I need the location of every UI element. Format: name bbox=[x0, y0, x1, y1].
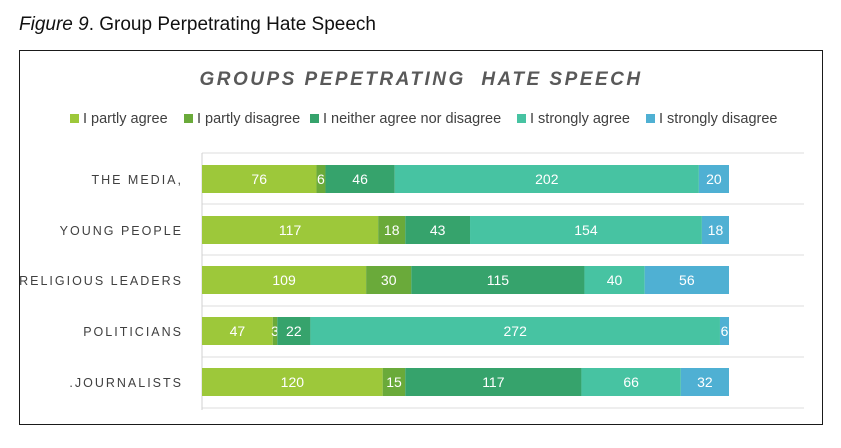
legend-label-i-partly-disagree: I partly disagree bbox=[197, 111, 300, 127]
figure-label: Figure 9 bbox=[19, 14, 89, 35]
stacked-bar-chart: GROUPS PEPETRATING HATE SPEECH I partly … bbox=[20, 69, 804, 410]
legend-swatch-i-strongly-agree bbox=[517, 114, 526, 123]
data-label-journalists-i-partly-agree: 120 bbox=[281, 374, 305, 390]
bar-young-people-i-neither-agree-nor-disagree bbox=[405, 216, 471, 244]
data-label-the-media-i-neither-agree-nor-disagree: 46 bbox=[352, 171, 368, 187]
bar-the-media-i-partly-disagree bbox=[316, 165, 326, 193]
legend-swatch-i-neither-agree-nor-disagree bbox=[310, 114, 319, 123]
bar-the-media-i-partly-agree bbox=[202, 165, 317, 193]
figure-caption-text: . Group Perpetrating Hate Speech bbox=[88, 14, 376, 35]
bar-journalists-i-strongly-disagree bbox=[680, 368, 729, 396]
category-label-religious-leaders: RELIGIOUS LEADERS bbox=[20, 274, 183, 288]
data-label-politicians-i-partly-agree: 47 bbox=[230, 323, 246, 339]
data-label-religious-leaders-i-strongly-agree: 40 bbox=[607, 272, 623, 288]
legend-swatch-i-partly-agree bbox=[70, 114, 79, 123]
bar-the-media-i-strongly-disagree bbox=[698, 165, 729, 193]
bar-politicians-i-strongly-disagree bbox=[719, 317, 729, 345]
bar-religious-leaders-i-neither-agree-nor-disagree bbox=[411, 266, 585, 294]
legend-swatch-i-strongly-disagree bbox=[646, 114, 655, 123]
bar-religious-leaders-i-partly-agree bbox=[202, 266, 367, 294]
data-label-the-media-i-strongly-agree: 202 bbox=[535, 171, 559, 187]
category-label-the-media: THE MEDIA, bbox=[91, 173, 183, 187]
category-labels: THE MEDIA, YOUNG PEOPLE RELIGIOUS LEADERS P… bbox=[20, 173, 183, 390]
data-label-young-people-i-strongly-agree: 154 bbox=[574, 222, 598, 238]
bar-religious-leaders-i-partly-disagree bbox=[366, 266, 412, 294]
data-label-young-people-i-strongly-disagree: 18 bbox=[708, 222, 724, 238]
bar-religious-leaders-i-strongly-disagree bbox=[644, 266, 729, 294]
bar-journalists-i-partly-agree bbox=[202, 368, 383, 396]
data-label-religious-leaders-i-neither-agree-nor-disagree: 115 bbox=[487, 272, 510, 288]
bar-journalists-i-strongly-agree bbox=[581, 368, 681, 396]
legend-swatch-i-partly-disagree bbox=[184, 114, 193, 123]
data-label-religious-leaders-i-partly-disagree: 30 bbox=[381, 272, 397, 288]
data-label-the-media-i-strongly-disagree: 20 bbox=[706, 171, 722, 187]
data-label-politicians-i-strongly-agree: 272 bbox=[504, 323, 528, 339]
bar-journalists-i-partly-disagree bbox=[382, 368, 406, 396]
chart-title: GROUPS PEPETRATING HATE SPEECH bbox=[199, 69, 642, 90]
data-label-politicians-i-strongly-disagree: 6 bbox=[721, 323, 729, 339]
bar-politicians-i-strongly-agree bbox=[310, 317, 720, 345]
bar-young-people-i-partly-agree bbox=[202, 216, 379, 244]
bar-young-people-i-strongly-agree bbox=[470, 216, 702, 244]
legend: I partly agree I partly disagree I neither… bbox=[70, 111, 777, 127]
legend-label-i-partly-agree: I partly agree bbox=[83, 111, 168, 127]
data-label-religious-leaders-i-partly-agree: 109 bbox=[272, 272, 296, 288]
bar-young-people-i-partly-disagree bbox=[378, 216, 406, 244]
category-label-politicians: POLITICIANS bbox=[83, 325, 183, 339]
bar-politicians-i-partly-disagree bbox=[272, 317, 278, 345]
bar-politicians-i-partly-agree bbox=[202, 317, 273, 345]
data-label-politicians-i-partly-disagree: 3 bbox=[271, 323, 279, 339]
figure-caption: Figure 9. Group Perpetrating Hate Speech bbox=[19, 14, 376, 36]
chart-frame: GROUPS PEPETRATING HATE SPEECH I partly … bbox=[19, 50, 823, 425]
bar-the-media-i-neither-agree-nor-disagree bbox=[325, 165, 395, 193]
grid bbox=[201, 152, 804, 410]
data-label-religious-leaders-i-strongly-disagree: 56 bbox=[679, 272, 695, 288]
data-label-journalists-i-neither-agree-nor-disagree: 117 bbox=[482, 374, 505, 390]
category-label-young-people: YOUNG PEOPLE bbox=[60, 224, 183, 238]
data-label-journalists-i-strongly-disagree: 32 bbox=[697, 374, 713, 390]
data-label-young-people-i-partly-disagree: 18 bbox=[384, 222, 400, 238]
bar-young-people-i-strongly-disagree bbox=[701, 216, 729, 244]
data-label-young-people-i-partly-agree: 117 bbox=[279, 222, 302, 238]
bar-politicians-i-neither-agree-nor-disagree bbox=[277, 317, 311, 345]
data-label-journalists-i-strongly-agree: 66 bbox=[623, 374, 639, 390]
category-label-journalists: .JOURNALISTS bbox=[69, 376, 183, 390]
data-label-journalists-i-partly-disagree: 15 bbox=[386, 374, 402, 390]
data-label-the-media-i-partly-agree: 76 bbox=[251, 171, 267, 187]
bar-the-media-i-strongly-agree bbox=[394, 165, 699, 193]
bar-religious-leaders-i-strongly-agree bbox=[584, 266, 645, 294]
legend-label-i-strongly-agree: I strongly agree bbox=[530, 111, 630, 127]
legend-label-i-neither-agree-nor-disagree: I neither agree nor disagree bbox=[323, 111, 501, 127]
bar-journalists-i-neither-agree-nor-disagree bbox=[405, 368, 582, 396]
data-label-young-people-i-neither-agree-nor-disagree: 43 bbox=[430, 222, 446, 238]
data-label-politicians-i-neither-agree-nor-disagree: 22 bbox=[286, 323, 302, 339]
data-label-the-media-i-partly-disagree: 6 bbox=[317, 171, 325, 187]
legend-label-i-strongly-disagree: I strongly disagree bbox=[659, 111, 777, 127]
